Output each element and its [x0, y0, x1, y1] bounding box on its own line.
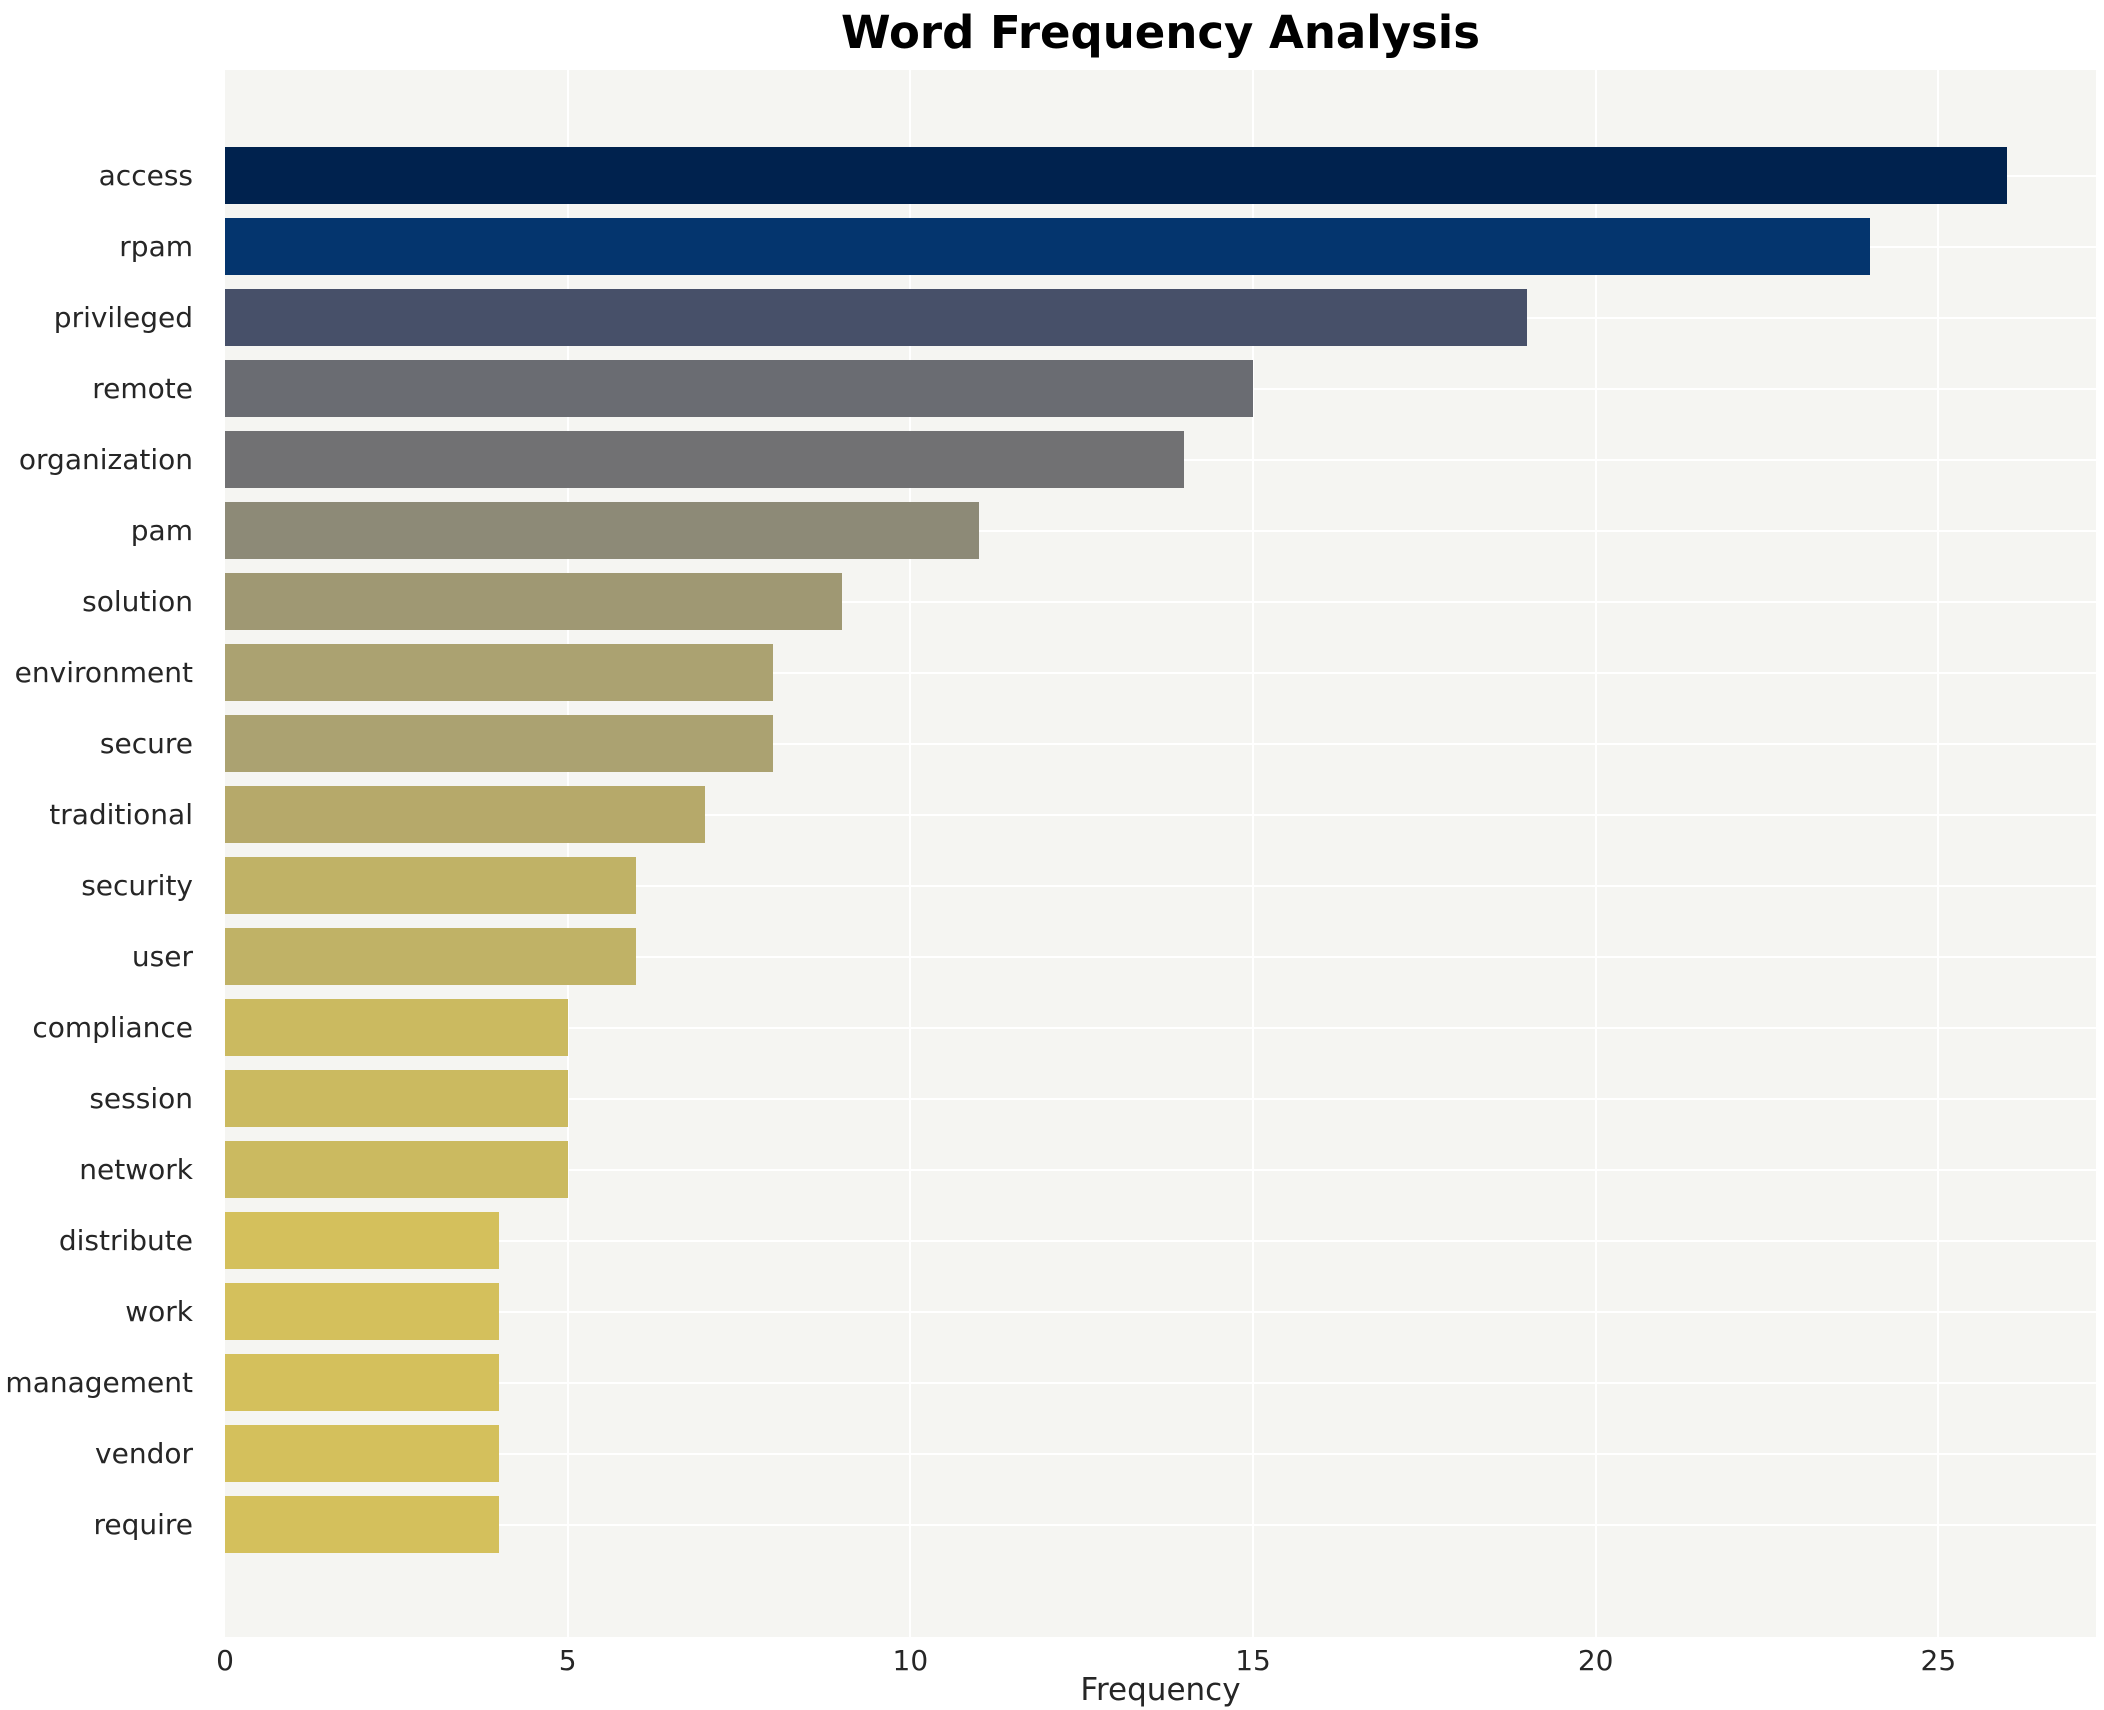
- y-tick-label-pam: pam: [130, 514, 193, 547]
- x-tick-label-20: 20: [1577, 1644, 1614, 1677]
- y-tick-label-solution: solution: [82, 585, 193, 618]
- y-axis-labels: access rpam privileged remote organization pa…: [0, 140, 209, 1560]
- y-tick-label-require: require: [93, 1508, 193, 1541]
- y-tick-label-traditional: traditional: [49, 798, 193, 831]
- bar-row-rpam: [225, 211, 2096, 282]
- bar-compliance: [225, 999, 568, 1056]
- y-tick-label-access: access: [98, 159, 193, 192]
- bar-row-organization: [225, 424, 2096, 495]
- gridline-x-20: [1594, 70, 1597, 1637]
- plot-area: [225, 70, 2096, 1637]
- bar-pam: [225, 502, 979, 559]
- bar-user: [225, 928, 637, 985]
- gridline-x-25: [1937, 70, 1940, 1637]
- gridline-y-user: [225, 955, 2096, 958]
- gridline-x-5: [566, 70, 569, 1637]
- y-tick-label-privileged: privileged: [53, 301, 193, 334]
- y-tick-label-secure: secure: [99, 727, 193, 760]
- bar-row-access: [225, 140, 2096, 211]
- gridline-y-pam: [225, 529, 2096, 532]
- gridline-y-network: [225, 1168, 2096, 1171]
- bar-vendor: [225, 1425, 500, 1482]
- y-tick-label-network: network: [79, 1153, 193, 1186]
- x-tick-label-5: 5: [558, 1644, 577, 1677]
- bar-rpam: [225, 218, 1870, 275]
- bar-privileged: [225, 289, 1528, 346]
- gridline-y-solution: [225, 600, 2096, 603]
- y-tick-label-distribute: distribute: [58, 1224, 193, 1257]
- bar-require: [225, 1496, 500, 1553]
- gridline-x-15: [1252, 70, 1255, 1637]
- bar-row-compliance: [225, 992, 2096, 1063]
- bar-access: [225, 147, 2007, 204]
- gridline-y-session: [225, 1097, 2096, 1100]
- y-tick-label-vendor: vendor: [95, 1437, 193, 1470]
- bar-row-remote: [225, 353, 2096, 424]
- bar-row-work: [225, 1276, 2096, 1347]
- x-axis-ticks: 0 5 10 15 20 25: [0, 1644, 2104, 1680]
- x-tick-label-15: 15: [1235, 1644, 1271, 1677]
- gridline-y-compliance: [225, 1026, 2096, 1029]
- bar-row-vendor: [225, 1418, 2096, 1489]
- y-tick-label-environment: environment: [14, 656, 193, 689]
- bar-network: [225, 1141, 568, 1198]
- bar-distribute: [225, 1212, 500, 1269]
- bar-row-session: [225, 1063, 2096, 1134]
- chart-title: Word Frequency Analysis: [840, 6, 1481, 59]
- bar-secure: [225, 715, 774, 772]
- bar-row-pam: [225, 495, 2096, 566]
- bar-row-solution: [225, 566, 2096, 637]
- bar-row-security: [225, 850, 2096, 921]
- bar-solution: [225, 573, 842, 630]
- y-tick-label-organization: organization: [18, 443, 193, 476]
- bar-management: [225, 1354, 500, 1411]
- x-tick-label-0: 0: [216, 1644, 234, 1677]
- bar-row-network: [225, 1134, 2096, 1205]
- bar-row-require: [225, 1489, 2096, 1560]
- y-tick-label-remote: remote: [92, 372, 193, 405]
- gridline-y-security: [225, 884, 2096, 887]
- bar-rows: [225, 140, 2096, 1560]
- gridline-y-work: [225, 1310, 2096, 1313]
- gridline-y-environment: [225, 671, 2096, 674]
- bar-session: [225, 1070, 568, 1127]
- y-tick-label-rpam: rpam: [119, 230, 193, 263]
- bar-environment: [225, 644, 774, 701]
- x-tick-label-25: 25: [1920, 1644, 1957, 1677]
- bar-row-distribute: [225, 1205, 2096, 1276]
- gridline-y-distribute: [225, 1239, 2096, 1242]
- bar-row-secure: [225, 708, 2096, 779]
- gridline-y-management: [225, 1381, 2096, 1384]
- gridline-y-secure: [225, 742, 2096, 745]
- x-tick-label-10: 10: [892, 1644, 929, 1677]
- y-tick-label-user: user: [131, 940, 193, 973]
- bar-row-environment: [225, 637, 2096, 708]
- bar-work: [225, 1283, 500, 1340]
- y-tick-label-compliance: compliance: [32, 1011, 193, 1044]
- bar-remote: [225, 360, 1254, 417]
- y-tick-label-session: session: [89, 1082, 193, 1115]
- bar-row-traditional: [225, 779, 2096, 850]
- x-axis-label: Frequency: [1080, 1672, 1241, 1708]
- bar-row-management: [225, 1347, 2096, 1418]
- y-tick-label-security: security: [81, 869, 193, 902]
- bar-row-privileged: [225, 282, 2096, 353]
- gridline-y-vendor: [225, 1452, 2096, 1455]
- gridline-y-require: [225, 1523, 2096, 1526]
- bar-security: [225, 857, 637, 914]
- y-tick-label-management: management: [5, 1366, 193, 1399]
- bar-row-user: [225, 921, 2096, 992]
- gridline-x-10: [909, 70, 912, 1637]
- bar-organization: [225, 431, 1185, 488]
- gridline-y-traditional: [225, 813, 2096, 816]
- bar-traditional: [225, 786, 705, 843]
- y-tick-label-work: work: [125, 1295, 193, 1328]
